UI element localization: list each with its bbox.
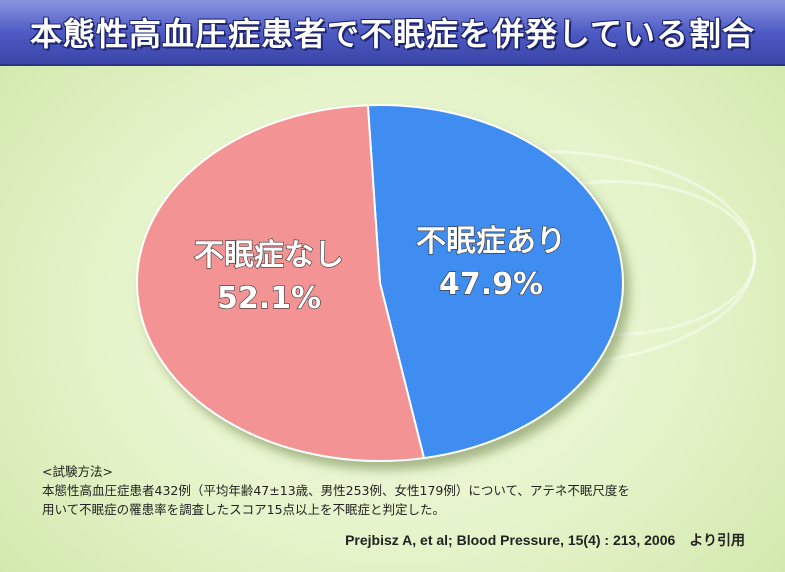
slice-label-2: 不眠症なし [194, 238, 344, 273]
method-note: <試験方法> 本態性高血圧症患者432例（平均年齢47±13歳、男性253例、女… [42, 462, 762, 519]
chart-title: 本態性高血圧症患者で不眠症を併発している割合 [29, 15, 756, 53]
pie-slice-1 [366, 103, 624, 460]
method-heading: <試験方法> [42, 464, 113, 479]
citation: Prejbisz A, et al; Blood Pressure, 15(4)… [345, 532, 745, 548]
title-bar: 本態性高血圧症患者で不眠症を併発している割合 [0, 0, 785, 66]
pie-slice-2 [136, 104, 426, 462]
method-line-1: 本態性高血圧症患者432例（平均年齢47±13歳、男性253例、女性179例）に… [42, 483, 630, 498]
slice-value-label-1: 47.9% [439, 267, 543, 302]
slice-value-label-2: 52.1% [217, 281, 321, 316]
slice-label-1: 不眠症あり [416, 224, 566, 259]
method-line-2: 用いて不眠症の罹患率を調査したスコア15点以上を不眠症と判定した。 [42, 502, 446, 517]
